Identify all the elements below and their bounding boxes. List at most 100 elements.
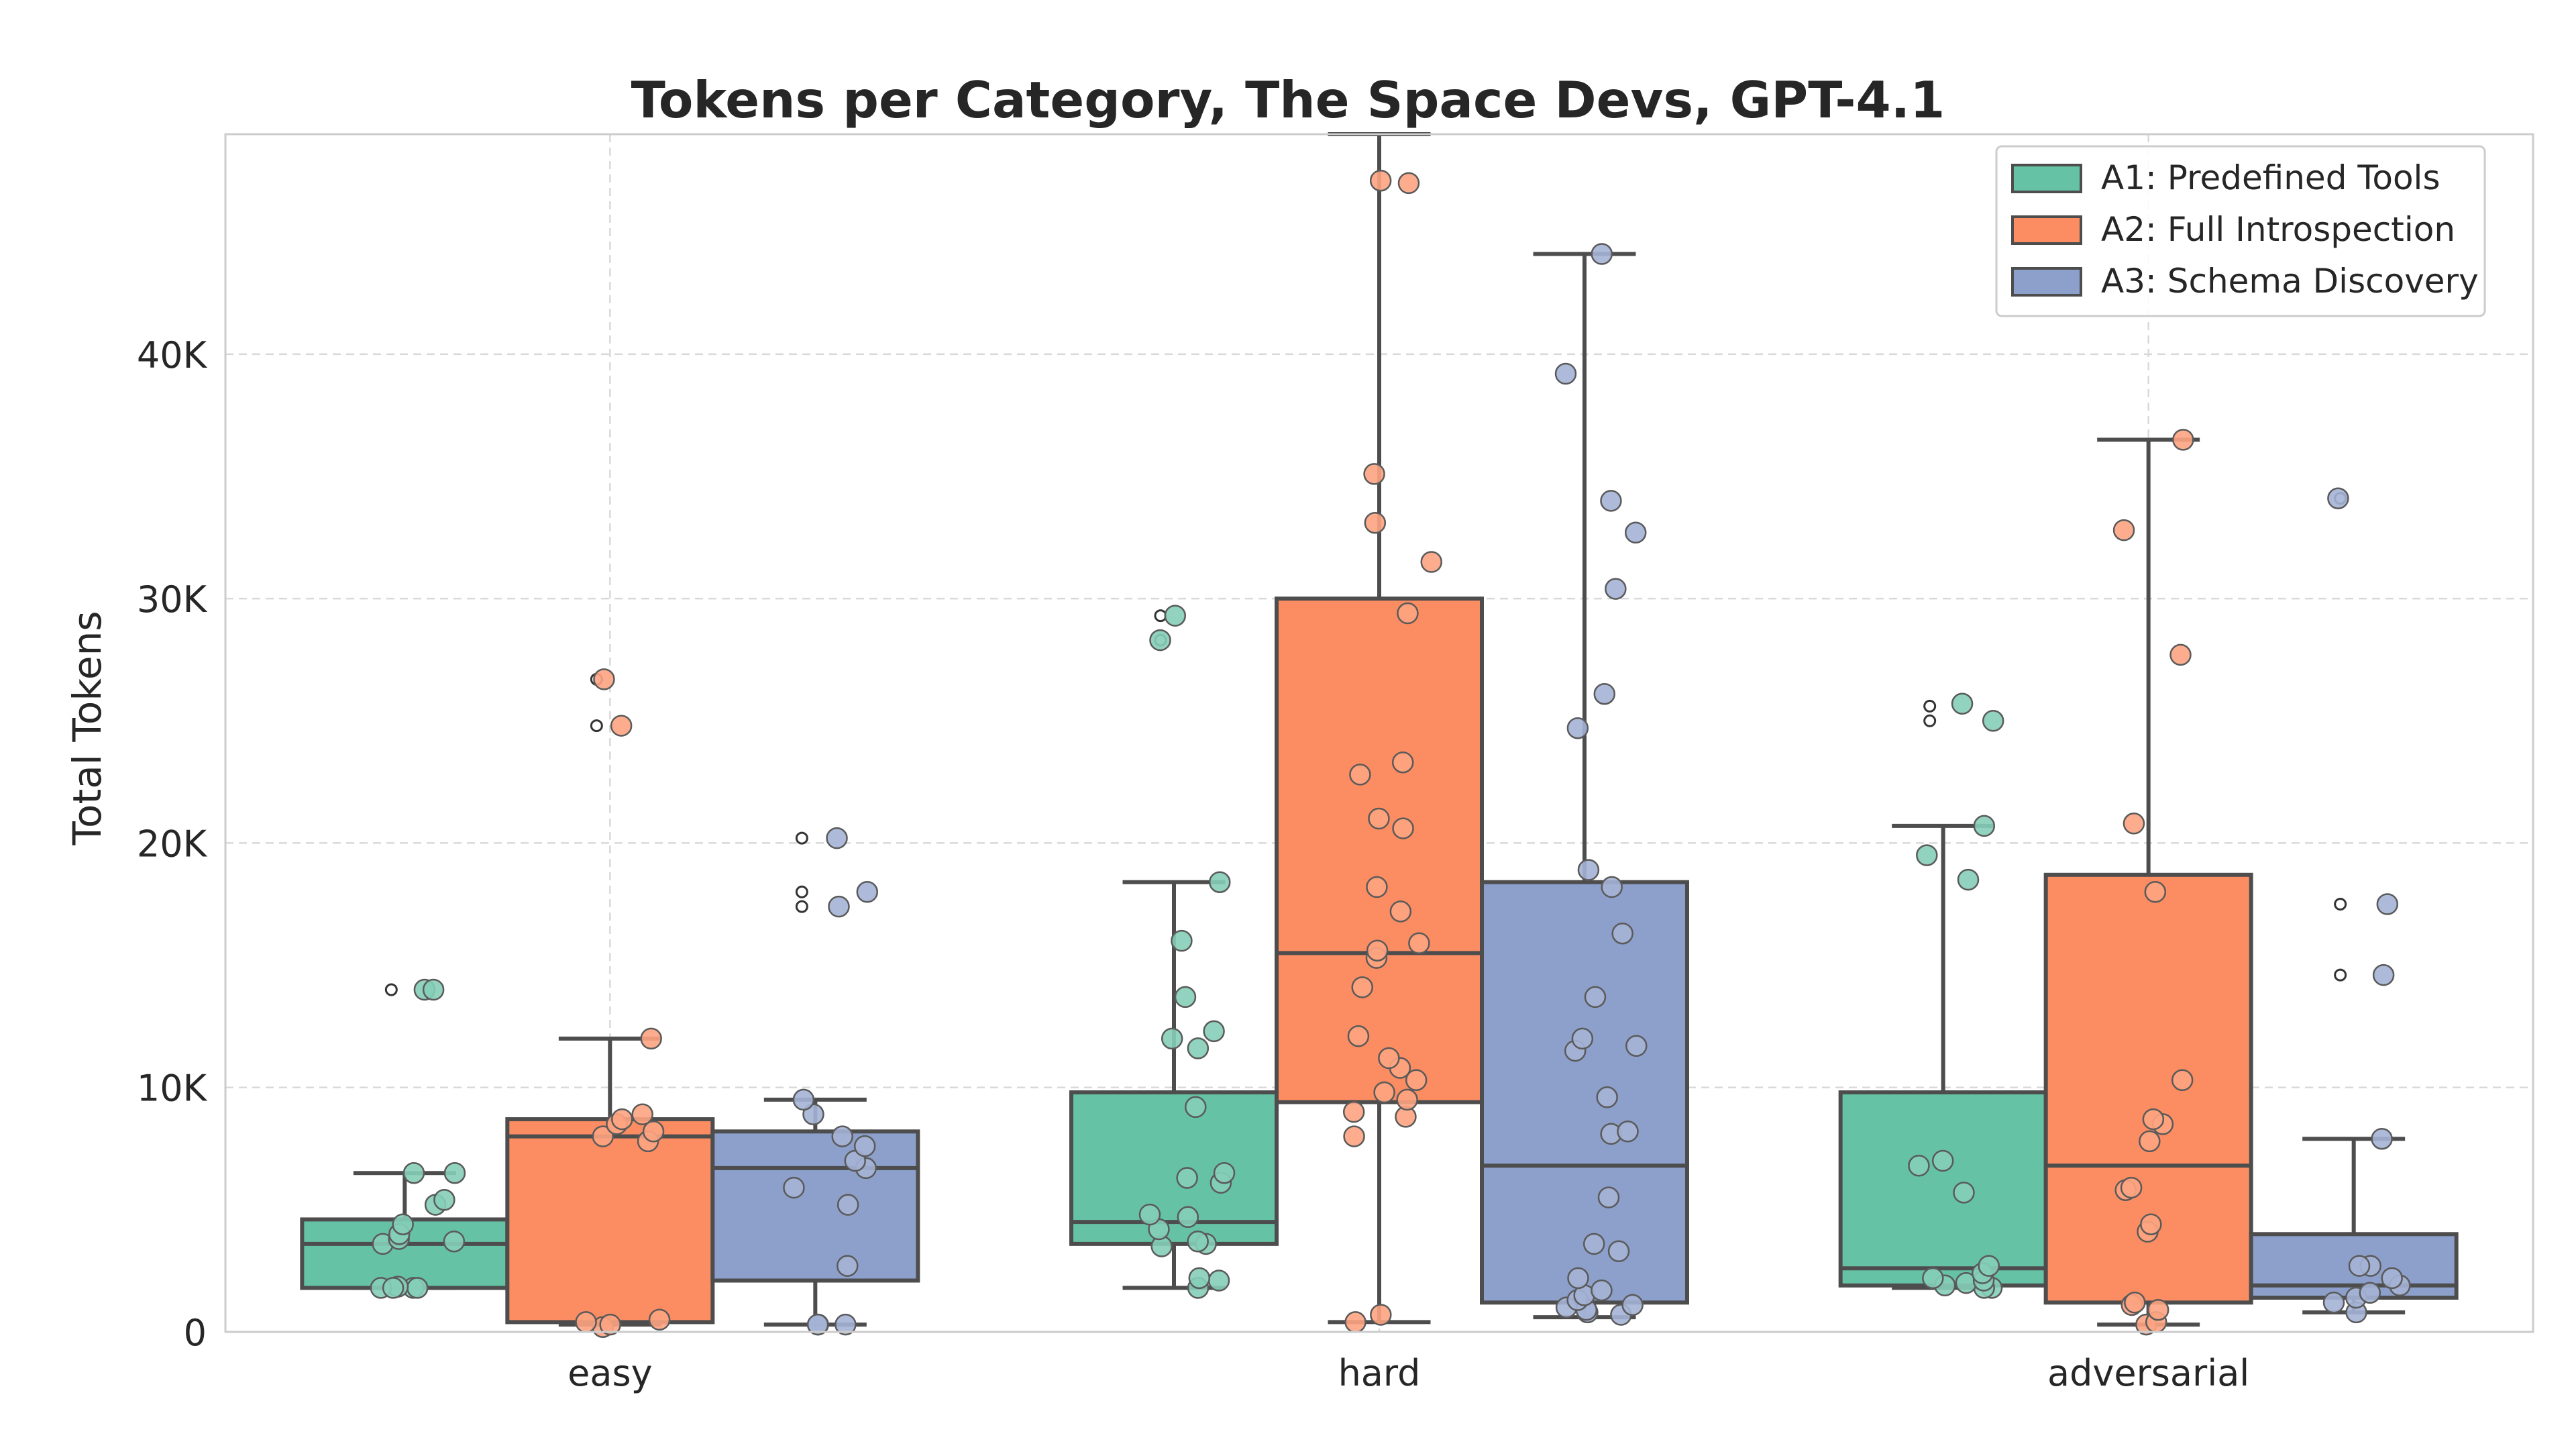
data-point [1364, 511, 1387, 534]
box-2-0 [710, 831, 920, 1327]
data-point [1203, 1020, 1225, 1043]
data-point [1177, 1206, 1199, 1229]
data-point [2112, 519, 2135, 541]
data-point [1368, 807, 1390, 830]
data-point [831, 1125, 853, 1147]
data-point [1611, 922, 1633, 945]
y-axis-label: Total Tokens [64, 611, 110, 845]
data-point [1922, 1267, 1944, 1290]
data-point [1601, 876, 1623, 898]
legend-label: A1: Predefined Tools [2101, 158, 2440, 197]
points-layer [370, 169, 2411, 1338]
legend: A1: Predefined Tools A2: Full Introspecti… [1995, 145, 2486, 317]
data-point [1366, 939, 1389, 962]
data-point [575, 1311, 597, 1333]
data-point [1392, 817, 1414, 839]
data-point [837, 1194, 859, 1216]
data-point [1171, 929, 1193, 952]
y-tick-label: 20K [137, 823, 208, 865]
data-point [1584, 986, 1607, 1008]
outlier-marker [1923, 714, 1937, 727]
data-point [1607, 1240, 1630, 1263]
data-point [2327, 487, 2349, 510]
outlier-marker [2334, 898, 2347, 911]
legend-label: A2: Full Introspection [2101, 210, 2455, 249]
data-point [2359, 1282, 2381, 1304]
data-point [2172, 429, 2194, 451]
data-point [1600, 490, 1622, 512]
data-point [1342, 1100, 1365, 1123]
legend-swatch [2011, 164, 2082, 193]
data-point [1420, 551, 1443, 573]
data-point [1164, 605, 1187, 627]
data-point [783, 1176, 805, 1199]
outlier-marker [795, 900, 808, 913]
box-iqr [1275, 597, 1484, 1104]
data-point [402, 1161, 425, 1184]
data-point [610, 715, 633, 737]
data-point [1908, 1155, 1930, 1177]
y-tick-label: 30K [137, 578, 208, 621]
data-point [1405, 1069, 1428, 1092]
data-point [382, 1277, 405, 1299]
data-point [1582, 1233, 1605, 1255]
data-point [1596, 1086, 1618, 1108]
outlier-marker [795, 885, 808, 898]
data-point [1566, 717, 1589, 739]
data-point [1347, 1025, 1370, 1047]
data-point [1396, 1088, 1418, 1111]
data-point [1208, 871, 1231, 893]
outlier-marker [795, 831, 808, 845]
axes-layer: Tokens per Category, The Space Devs, GPT… [64, 70, 2249, 1394]
data-point [1184, 1096, 1207, 1119]
y-tick-label: 10K [137, 1068, 208, 1110]
box-1-0 [505, 672, 715, 1327]
data-point [1176, 1167, 1198, 1189]
data-point [592, 1125, 614, 1147]
data-point [1593, 682, 1616, 705]
x-tick-label: hard [1338, 1352, 1421, 1394]
data-point [1366, 876, 1388, 898]
data-point [2322, 1292, 2345, 1314]
data-point [1571, 1027, 1594, 1050]
data-point [631, 1103, 653, 1126]
data-point [1174, 986, 1197, 1008]
chart-title: Tokens per Category, The Space Devs, GPT… [631, 70, 1945, 129]
data-point [2140, 1213, 2162, 1235]
data-point [1397, 172, 1420, 195]
box-0-1 [1069, 609, 1279, 1290]
box-2-1 [1480, 252, 1689, 1320]
data-point [1591, 1279, 1613, 1302]
data-point [853, 1135, 876, 1157]
plot-frame [224, 133, 2534, 1333]
data-point [1363, 463, 1385, 485]
data-point [1344, 1311, 1366, 1333]
data-point [1187, 1037, 1210, 1059]
data-point [406, 1277, 429, 1299]
data-point [2171, 1069, 2194, 1092]
data-point [648, 1308, 671, 1331]
data-point [599, 1313, 621, 1336]
data-point [1349, 764, 1371, 786]
data-point [835, 1313, 857, 1336]
data-point [1577, 859, 1600, 881]
data-point [2144, 881, 2167, 903]
box-iqr [505, 1117, 715, 1325]
data-point [1621, 1294, 1644, 1316]
data-point [1951, 692, 1974, 715]
data-point [2371, 1127, 2393, 1150]
data-point [2169, 643, 2192, 666]
data-point [2142, 1108, 2165, 1131]
data-point [1591, 243, 1613, 265]
data-point [1149, 629, 1171, 652]
data-point [1397, 602, 1419, 625]
data-point [1567, 1267, 1589, 1290]
data-point [392, 1213, 414, 1235]
data-point [1213, 1161, 1236, 1184]
legend-label: A3: Schema Discovery [2101, 262, 2479, 301]
legend-swatch [2011, 215, 2082, 245]
data-point [2124, 1292, 2146, 1314]
data-point [2123, 813, 2145, 835]
data-point [593, 668, 615, 690]
